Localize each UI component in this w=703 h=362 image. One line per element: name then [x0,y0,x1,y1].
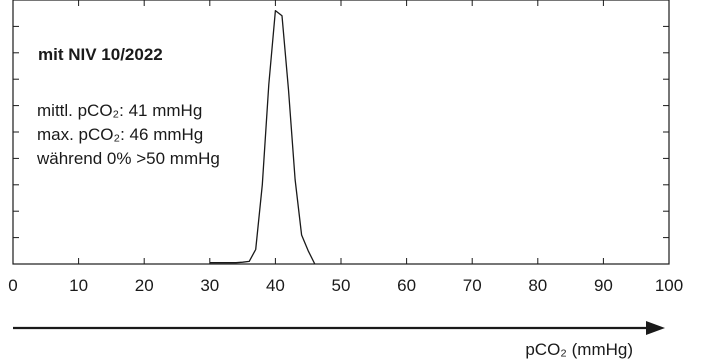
x-tick-label: 10 [69,276,88,295]
data-point [268,84,269,85]
data-point [308,250,309,251]
annotation-title: mit NIV 10/2022 [38,45,163,64]
data-point [222,262,223,263]
data-point [235,262,236,263]
y-ticks [13,25,669,239]
x-tick-label: 60 [397,276,416,295]
data-point [262,184,263,185]
x-tick-label: 0 [8,276,17,295]
x-axis-arrow-head [646,321,665,335]
x-tick-label: 70 [463,276,482,295]
data-point [249,261,250,262]
x-tick-label: 50 [332,276,351,295]
data-point [288,89,289,90]
data-point [229,262,230,263]
x-axis-title: pCO₂ (mmHg) [525,340,633,359]
x-tick-label: 100 [655,276,683,295]
annotation-over-threshold: während 0% >50 mmHg [36,149,220,168]
data-points [209,10,315,265]
x-tick-label: 80 [528,276,547,295]
annotation-mean-pco2: mittl. pCO₂: 41 mmHg [37,101,202,120]
data-point [255,249,256,250]
x-tick-label: 20 [135,276,154,295]
x-tick-label: 40 [266,276,285,295]
x-tick-label: 90 [594,276,613,295]
data-point [242,262,243,263]
series-line [209,9,316,264]
x-tick-label: 30 [200,276,219,295]
data-point [301,234,302,235]
x-ticks: 0 10 20 30 40 50 60 70 80 90 100 [8,0,683,295]
data-point [314,263,315,264]
annotation-max-pco2: max. pCO₂: 46 mmHg [37,125,203,144]
data-point [275,10,276,11]
data-point [216,262,217,263]
data-point [209,262,210,263]
data-point [294,179,295,180]
data-point [281,15,282,16]
